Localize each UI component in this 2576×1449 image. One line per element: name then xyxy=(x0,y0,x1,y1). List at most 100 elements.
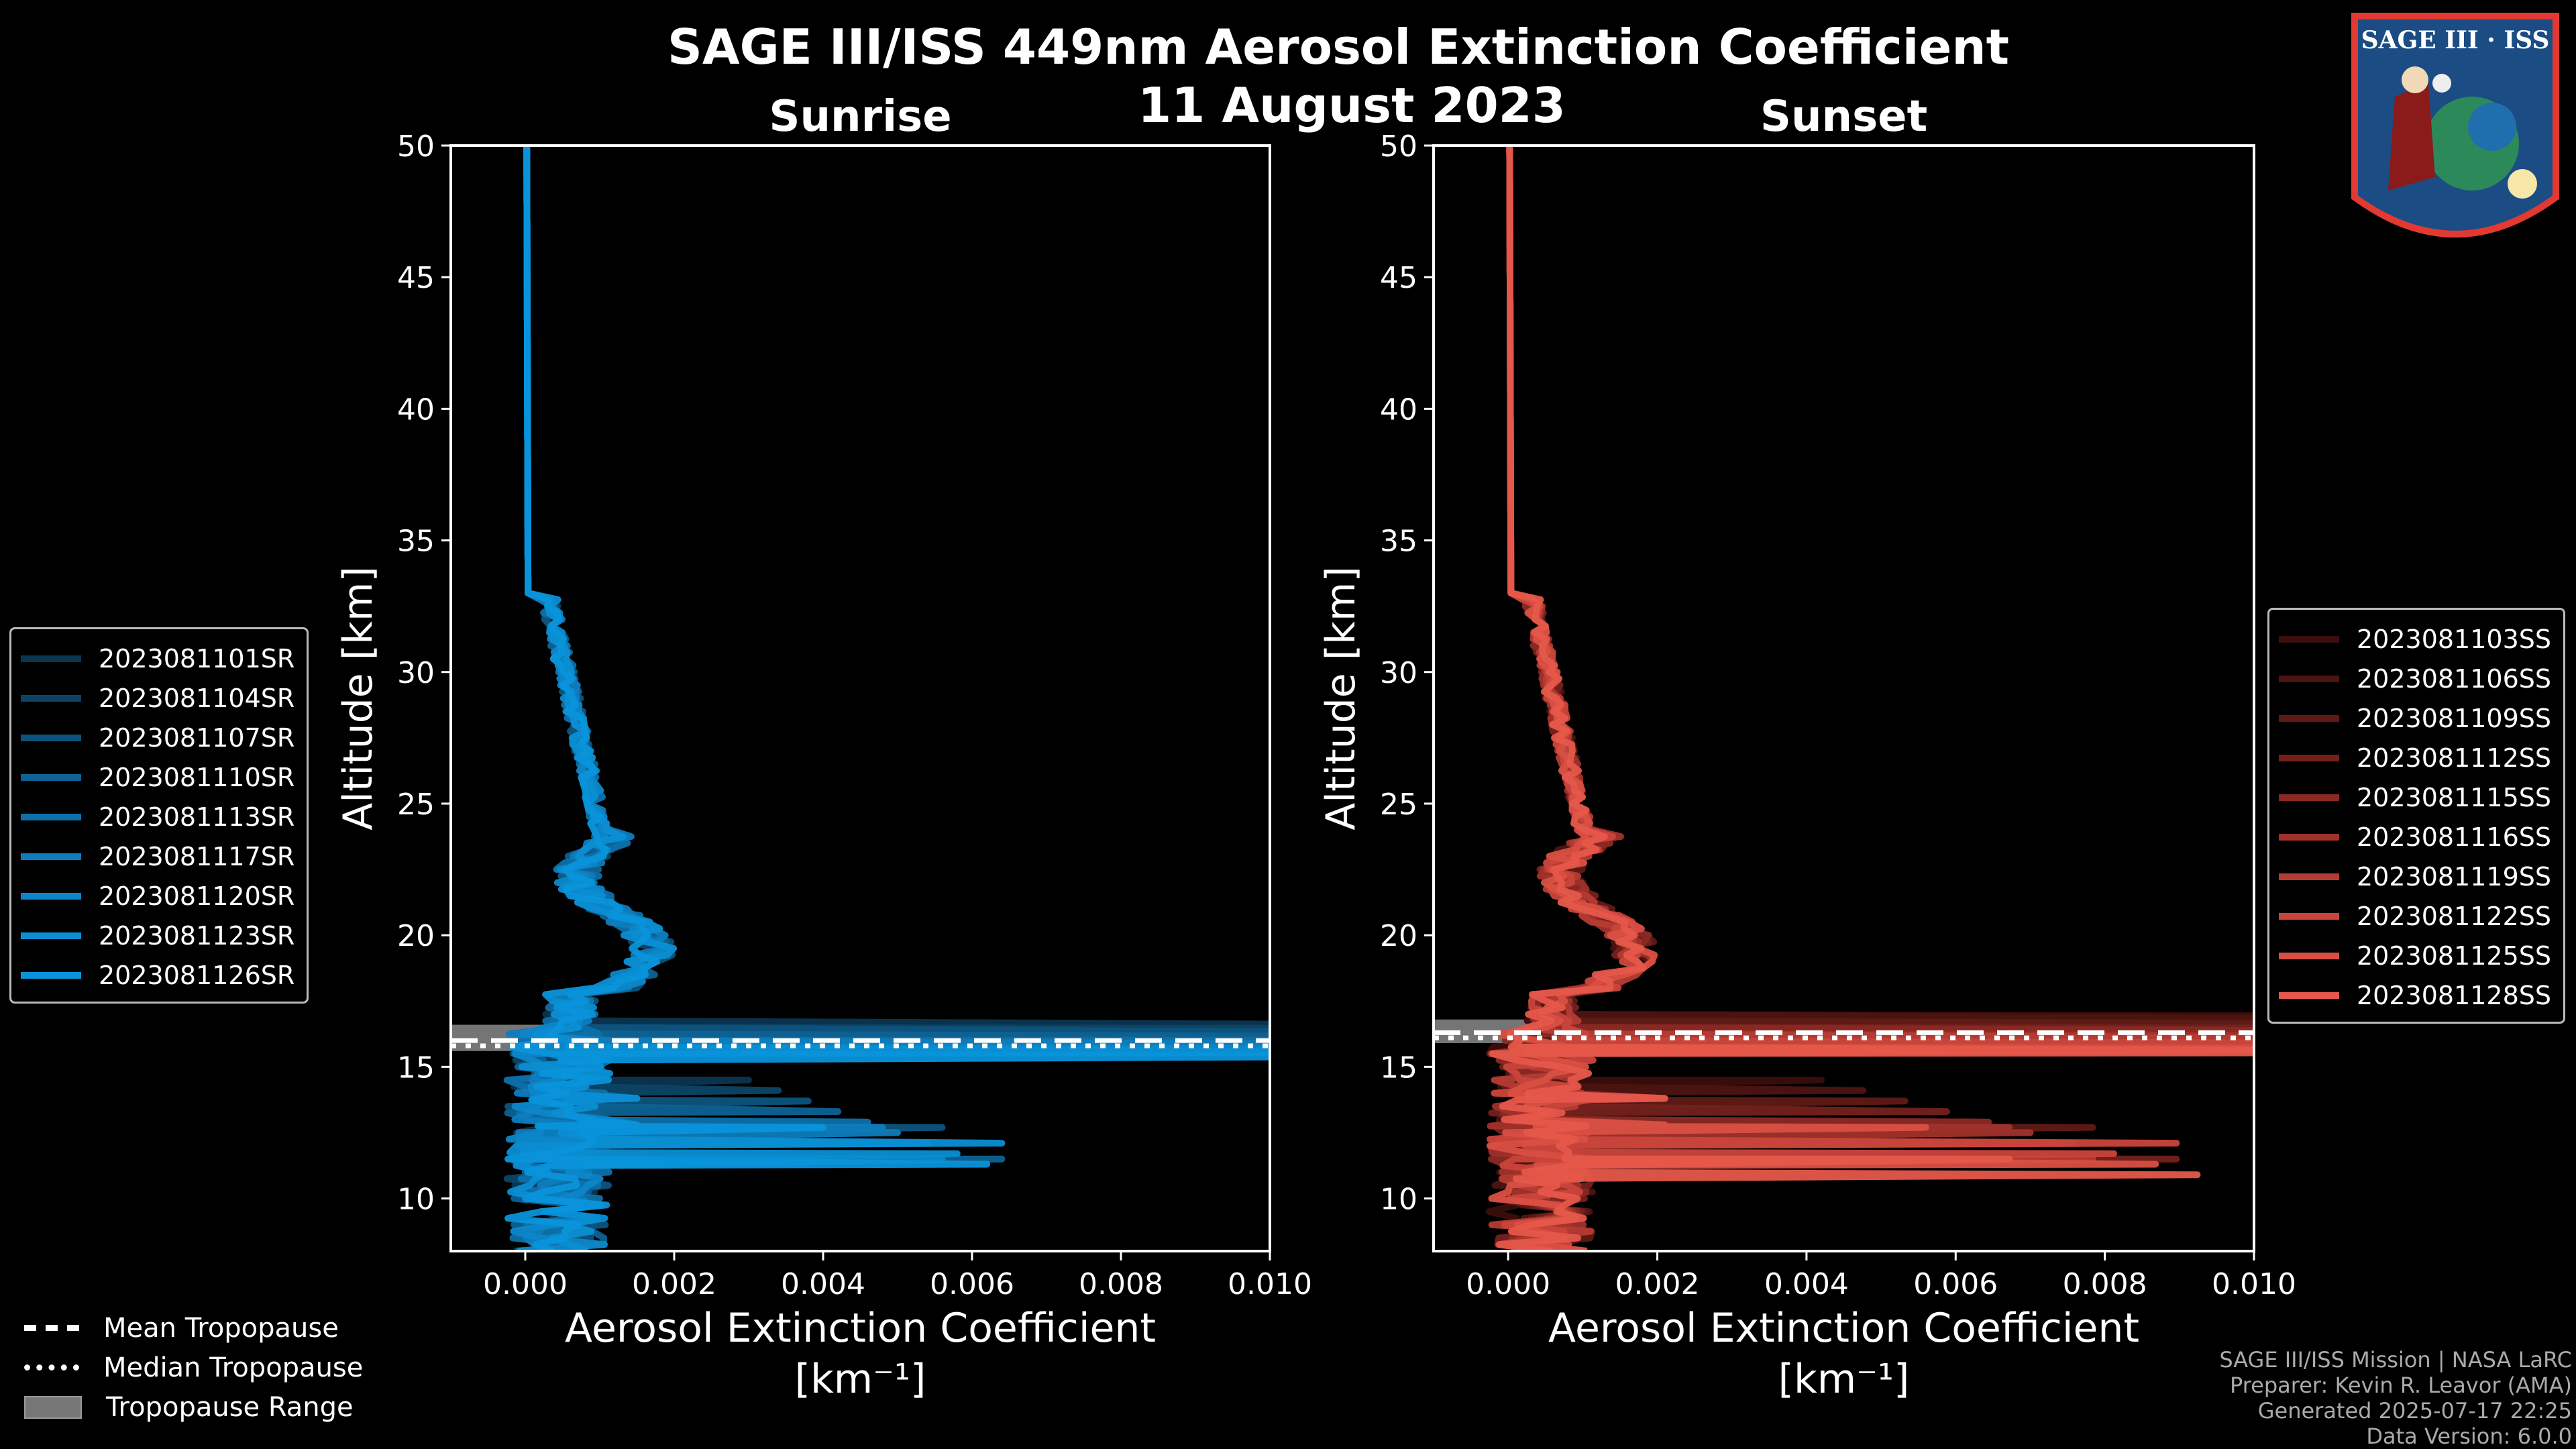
plot-area xyxy=(1434,146,2254,1251)
legend-median-tropopause: Median Tropopause xyxy=(24,1348,363,1387)
x-tick-label: 0.004 xyxy=(1764,1267,1849,1301)
legend-item: 2023081116SS xyxy=(2279,817,2551,857)
panel-title: Sunset xyxy=(1760,92,1927,142)
legend-item: 2023081120SR xyxy=(21,876,294,916)
x-tick-label: 0.008 xyxy=(1079,1267,1163,1301)
y-tick-label: 25 xyxy=(1380,788,1417,822)
legend-item: 2023081112SS xyxy=(2279,738,2551,777)
y-tick-label: 40 xyxy=(397,392,435,427)
legend-line-swatch xyxy=(21,813,81,820)
legend-item: 2023081107SR xyxy=(21,718,294,757)
profile-line-2023081128SS xyxy=(1489,146,2254,1251)
credits: SAGE III/ISS Mission | NASA LaRC Prepare… xyxy=(2219,1347,2572,1449)
svg-text:SAGE III · ISS: SAGE III · ISS xyxy=(2361,26,2550,54)
x-tick-label: 0.010 xyxy=(2212,1267,2296,1301)
x-tick-label: 0.002 xyxy=(632,1267,716,1301)
x-tick-label: 0.000 xyxy=(1466,1267,1550,1301)
legend-label: 2023081109SS xyxy=(2357,703,2552,733)
panel-title: Sunrise xyxy=(769,92,951,142)
legend-line-swatch xyxy=(21,853,81,860)
legend-item: 2023081106SS xyxy=(2279,659,2551,698)
sunrise-panel: Sunrise 10 15 20 25 30 35 40 45 50 0.000 0.002 0.004… xyxy=(335,92,1312,1403)
legend-label: 2023081128SS xyxy=(2357,980,2552,1010)
legend-mean-label: Mean Tropopause xyxy=(103,1312,339,1344)
legend-item: 2023081123SR xyxy=(21,916,294,955)
legend-item: 2023081125SS xyxy=(2279,936,2551,975)
legend-line-swatch xyxy=(2279,912,2339,920)
chart-date: 11 August 2023 xyxy=(1138,77,1566,133)
x-tick-label: 0.008 xyxy=(2063,1267,2147,1301)
dotted-line-icon xyxy=(24,1364,79,1371)
y-tick-label: 25 xyxy=(397,788,435,822)
legend-median-label: Median Tropopause xyxy=(103,1352,364,1383)
legend-line-swatch xyxy=(21,655,81,662)
legend-label: 2023081113SR xyxy=(99,802,295,832)
legend-item: 2023081103SS xyxy=(2279,619,2551,659)
y-axis-label: Altitude [km] xyxy=(335,566,382,830)
credit-preparer: Preparer: Kevin R. Leavor (AMA) xyxy=(2229,1373,2572,1398)
y-tick-label: 45 xyxy=(397,261,435,295)
y-tick-label: 45 xyxy=(1380,261,1417,295)
y-tick-label: 15 xyxy=(397,1051,435,1085)
legend-label: 2023081125SS xyxy=(2357,941,2552,971)
x-axis-unit: [km⁻¹] xyxy=(795,1356,926,1403)
credit-generated: Generated 2025-07-17 22:25 xyxy=(2257,1398,2572,1424)
legend-label: 2023081104SR xyxy=(99,683,295,713)
legend-label: 2023081107SR xyxy=(99,722,295,753)
legend-item: 2023081119SS xyxy=(2279,857,2551,896)
legend-label: 2023081103SS xyxy=(2357,624,2552,654)
legend-label: 2023081106SS xyxy=(2357,663,2552,694)
sunset-panel: Sunset 10 15 20 25 30 35 40 45 50 0.000 0.002 0.004 0… xyxy=(1318,92,2296,1403)
x-axis-label: Aerosol Extinction Coefficient xyxy=(565,1305,1156,1352)
x-axis-unit: [km⁻¹] xyxy=(1778,1356,1910,1403)
y-tick-label: 35 xyxy=(397,525,435,559)
legend-label: 2023081126SR xyxy=(99,960,295,990)
legend-item: 2023081113SR xyxy=(21,797,294,837)
legend-label: 2023081101SR xyxy=(99,643,295,674)
legend-line-swatch xyxy=(21,773,81,781)
legend-label: 2023081122SS xyxy=(2357,901,2552,931)
legend-line-swatch xyxy=(2279,675,2339,682)
x-tick-label: 0.006 xyxy=(1913,1267,1998,1301)
sunrise-legend: 2023081101SR 2023081104SR 2023081107SR 2023… xyxy=(9,627,309,1004)
x-tick-label: 0.010 xyxy=(1228,1267,1312,1301)
legend-item: 2023081109SS xyxy=(2279,698,2551,738)
legend-label: 2023081110SR xyxy=(99,762,295,792)
plot-area xyxy=(451,146,1270,1251)
legend-item: 2023081117SR xyxy=(21,837,294,876)
legend-label: 2023081123SR xyxy=(99,920,295,951)
legend-line-swatch xyxy=(2279,794,2339,801)
y-tick-label: 50 xyxy=(397,129,435,164)
legend-tropopause-range: Tropopause Range xyxy=(24,1387,363,1427)
legend-item: 2023081128SS xyxy=(2279,975,2551,1015)
y-tick-label: 40 xyxy=(1380,392,1417,427)
y-tick-label: 30 xyxy=(1380,656,1417,690)
legend-line-swatch xyxy=(21,734,81,741)
y-tick-label: 50 xyxy=(1380,129,1417,164)
legend-item: 2023081126SR xyxy=(21,955,294,995)
x-tick-label: 0.002 xyxy=(1615,1267,1700,1301)
profile-line-2023081104SR xyxy=(503,146,1270,1251)
legend-line-swatch xyxy=(21,932,81,939)
y-tick-label: 10 xyxy=(397,1183,435,1217)
y-axis-label: Altitude [km] xyxy=(1318,566,1364,830)
credit-mission: SAGE III/ISS Mission | NASA LaRC xyxy=(2219,1347,2572,1373)
profile-line-2023081126SR xyxy=(504,146,1270,1251)
legend-label: 2023081119SS xyxy=(2357,861,2552,892)
legend-label: 2023081112SS xyxy=(2357,743,2552,773)
axes-frame xyxy=(449,144,1271,1252)
legend-line-swatch xyxy=(2279,991,2339,999)
legend-label: 2023081116SS xyxy=(2357,822,2552,852)
y-tick-label: 20 xyxy=(397,919,435,953)
legend-mean-tropopause: Mean Tropopause xyxy=(24,1308,363,1348)
dashed-line-icon xyxy=(24,1325,79,1331)
legend-label: 2023081117SR xyxy=(99,841,295,871)
y-tick-label: 10 xyxy=(1380,1183,1417,1217)
legend-line-swatch xyxy=(2279,635,2339,643)
x-tick-label: 0.004 xyxy=(781,1267,865,1301)
x-axis-label: Aerosol Extinction Coefficient xyxy=(1548,1305,2139,1352)
tropopause-legend: Mean Tropopause Median Tropopause Tropop… xyxy=(24,1308,363,1427)
legend-range-label: Tropopause Range xyxy=(106,1391,354,1423)
legend-line-swatch xyxy=(2279,873,2339,880)
